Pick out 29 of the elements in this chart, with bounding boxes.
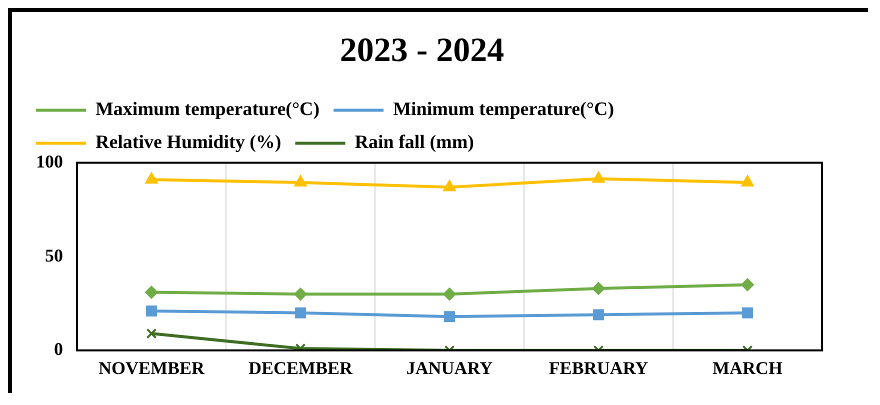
point (592, 171, 606, 183)
point (742, 307, 753, 318)
point (144, 172, 158, 184)
legend-label: Rain fall (mm) (354, 132, 474, 154)
point (294, 288, 307, 301)
point (740, 175, 754, 186)
x-tick-label: DECEMBER (248, 358, 354, 378)
point (146, 306, 157, 316)
point (146, 328, 157, 339)
point (444, 311, 455, 322)
x-tick-label: NOVEMBER (98, 358, 206, 378)
x-tick-label: FEBRUARY (548, 358, 648, 378)
y-tick-label: 50 (45, 245, 63, 266)
point (442, 180, 456, 192)
legend-label: Maximum temperature(°C) (96, 99, 320, 120)
legend-label: Relative Humidity (%) (96, 132, 282, 154)
x-tick-label: MARCH (712, 358, 782, 378)
point (295, 307, 306, 318)
chart-title: 2023 - 2024 (340, 32, 504, 70)
point (443, 288, 456, 301)
point (741, 278, 754, 292)
point (593, 309, 604, 320)
legend-label: Minimum temperature(°C) (393, 99, 614, 120)
y-tick-label: 0 (54, 339, 63, 360)
point (592, 282, 605, 295)
point (294, 175, 308, 186)
point (145, 286, 158, 299)
x-tick-label: JANUARY (406, 358, 493, 378)
y-tick-label: 100 (36, 151, 63, 172)
